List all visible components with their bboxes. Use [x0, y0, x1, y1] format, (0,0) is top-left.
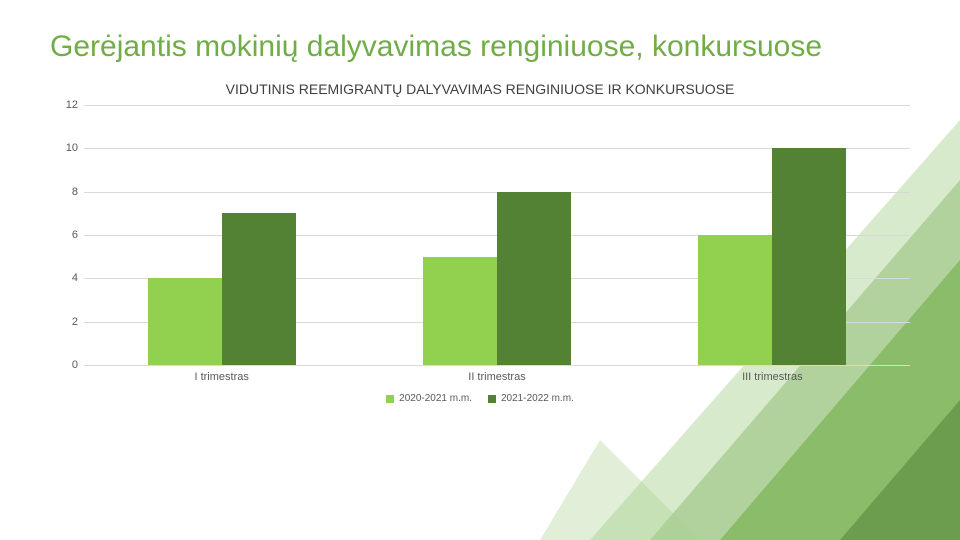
gridline: [84, 365, 910, 366]
x-tick-label: III trimestras: [635, 371, 910, 383]
legend-item: 2020-2021 m.m.: [386, 393, 472, 404]
legend-item: 2021-2022 m.m.: [488, 393, 574, 404]
bar-groups: [84, 105, 910, 365]
legend: 2020-2021 m.m. 2021-2022 m.m.: [50, 393, 910, 404]
content: Gerėjantis mokinių dalyvavimas renginiuo…: [0, 0, 960, 404]
bar: [497, 192, 571, 365]
y-tick-label: 0: [50, 359, 78, 371]
bar: [698, 235, 772, 365]
legend-swatch: [386, 395, 394, 403]
y-tick-label: 2: [50, 316, 78, 328]
y-tick-label: 8: [50, 186, 78, 198]
y-tick-label: 10: [50, 142, 78, 154]
chart-title: VIDUTINIS REEMIGRANTŲ DALYVAVIMAS RENGIN…: [50, 81, 910, 97]
y-tick-label: 4: [50, 272, 78, 284]
chart-plot: 024681012: [50, 105, 910, 365]
x-axis-labels: I trimestrasII trimestrasIII trimestras: [84, 371, 910, 383]
x-tick-label: I trimestras: [84, 371, 359, 383]
y-tick-label: 6: [50, 229, 78, 241]
bar: [772, 148, 846, 365]
legend-label: 2021-2022 m.m.: [501, 393, 574, 404]
bar-group: [635, 105, 910, 365]
x-tick-label: II trimestras: [359, 371, 634, 383]
slide: Gerėjantis mokinių dalyvavimas renginiuo…: [0, 0, 960, 540]
bar: [148, 278, 222, 365]
chart: VIDUTINIS REEMIGRANTŲ DALYVAVIMAS RENGIN…: [50, 81, 910, 404]
legend-label: 2020-2021 m.m.: [399, 393, 472, 404]
page-title: Gerėjantis mokinių dalyvavimas renginiuo…: [50, 30, 910, 63]
y-tick-label: 12: [50, 99, 78, 111]
bar: [423, 257, 497, 365]
legend-swatch: [488, 395, 496, 403]
bar-group: [359, 105, 634, 365]
bar-group: [84, 105, 359, 365]
bar: [222, 213, 296, 365]
